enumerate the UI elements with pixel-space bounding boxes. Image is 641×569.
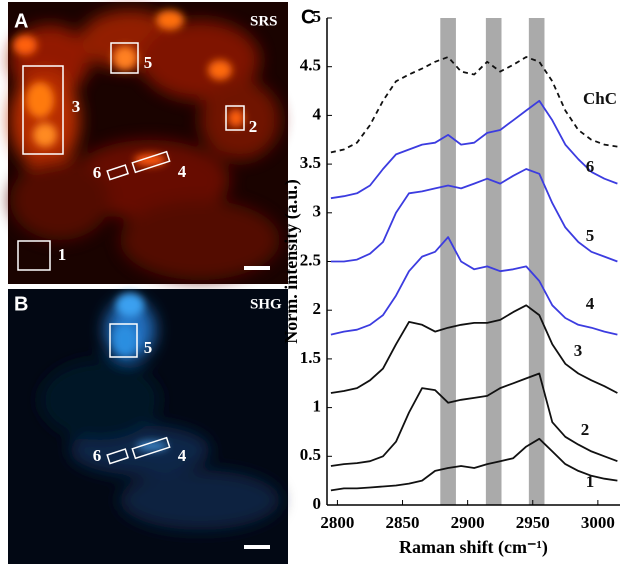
region-label: 2 [249,117,258,136]
modality-label: SRS [250,13,278,29]
spectrum-line [330,304,618,394]
x-tick-label: 2900 [451,513,485,532]
y-tick-label: 0 [313,494,322,513]
y-axis-label: Norm. intensity (a.u.) [281,179,302,344]
series-label: 2 [581,420,590,439]
panel-letter: B [14,293,28,315]
y-tick-label: 2.5 [300,250,321,269]
y-tick-label: 3 [313,202,322,221]
region-label: 3 [72,97,81,116]
series-label: 4 [586,294,595,313]
y-tick-label: 4.5 [300,56,321,75]
spectrum-line [330,168,618,263]
y-tick-label: 5 [313,7,322,26]
modality-label: SHG [250,296,282,312]
series-label: 6 [586,157,595,176]
x-tick-label: 2800 [320,513,354,532]
spectrum-line [330,236,618,336]
y-tick-label: 0.5 [300,445,321,464]
region-label: 5 [144,338,153,357]
region-label: 4 [178,162,187,181]
highlight-band [528,18,545,505]
highlight-band [440,18,456,505]
y-tick-label: 3.5 [300,153,321,172]
y-tick-label: 1.5 [300,348,321,367]
series-label: 5 [586,226,595,245]
chart: C 0 0.5 1 1.5 2 2.5 3 3.5 4 4.5 5 2800 2850 2900 2950 30… [281,6,620,558]
y-tick-label: 4 [313,104,322,123]
series-label: 1 [586,472,595,491]
highlight-band [485,18,502,505]
region-label: 6 [93,163,102,182]
x-tick-label: 2850 [386,513,420,532]
x-tick-label: 3000 [581,513,615,532]
region-label: 5 [144,53,153,72]
shg-image [8,289,288,564]
region-label: 4 [178,446,187,465]
series-label: 3 [574,341,583,360]
y-tick-label: 1 [313,397,322,416]
spectrum-line [330,372,618,467]
image-labels: A SRS 1 2 3 4 5 6 B SHG 4 5 6 [14,10,282,465]
y-tick-label: 2 [313,299,322,318]
panel-letter: C [301,6,315,28]
spectrum-line [330,56,618,154]
panel-letter: A [14,10,28,32]
x-axis-label: Raman shift (cm⁻¹) [399,537,548,558]
x-tick-label: 2950 [516,513,550,532]
spectrum-line [330,437,618,492]
spectrum-line [330,99,618,200]
series-label: ChC [583,89,617,108]
srs-image [8,2,288,284]
region-label: 6 [93,446,102,465]
region-label: 1 [58,245,67,264]
